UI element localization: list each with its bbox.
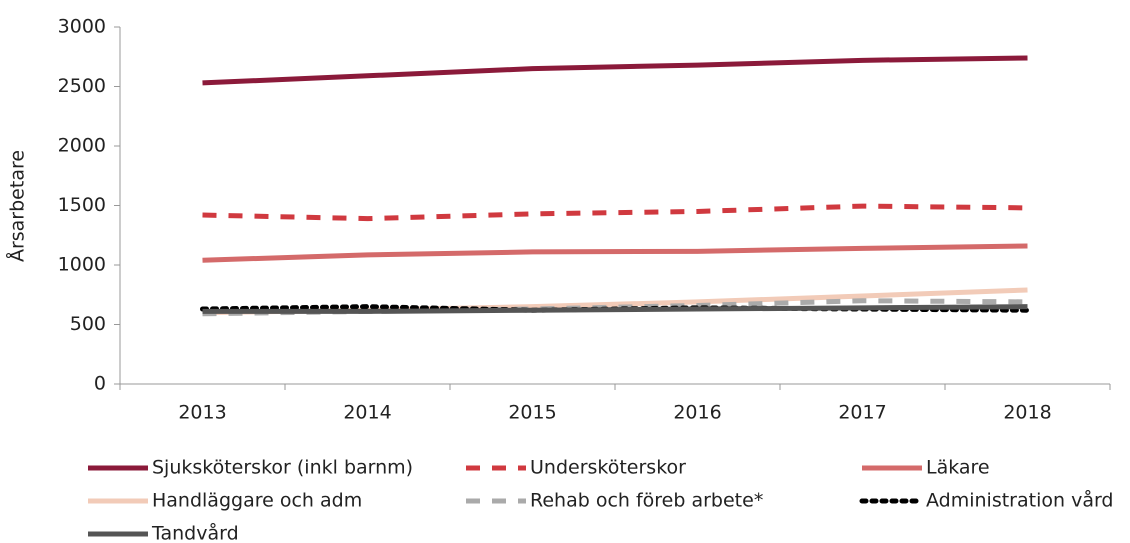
x-tick-label: 2013 xyxy=(178,402,226,424)
series-line xyxy=(202,243,1028,263)
y-tick-label: 2000 xyxy=(58,135,106,157)
y-tick-label: 1500 xyxy=(58,194,106,216)
x-tick-label: 2016 xyxy=(673,402,721,424)
y-tick-label: 0 xyxy=(94,373,106,395)
legend-label: Rehab och föreb arbete* xyxy=(530,490,763,512)
x-tick-label: 2018 xyxy=(1003,402,1051,424)
y-axis-label: Årsarbetare xyxy=(6,150,29,262)
series-line xyxy=(202,304,1028,314)
y-tick-label: 500 xyxy=(70,313,106,335)
y-tick-label: 1000 xyxy=(58,254,106,276)
x-tick-label: 2014 xyxy=(343,402,391,424)
legend-label: Handläggare och adm xyxy=(152,490,362,512)
y-tick-label: 2500 xyxy=(58,75,106,97)
series-line xyxy=(202,55,1028,86)
legend-label: Administration vård xyxy=(926,489,1114,512)
series-line xyxy=(202,203,1028,222)
x-tick-label: 2017 xyxy=(838,402,886,424)
legend-label: Sjuksköterskor (inkl barnm) xyxy=(152,457,413,479)
legend-label: Tandvård xyxy=(151,522,239,543)
legend-label: Läkare xyxy=(926,457,990,479)
x-tick-label: 2015 xyxy=(508,402,556,424)
legend-label: Undersköterskor xyxy=(530,457,686,479)
y-tick-label: 3000 xyxy=(58,16,106,38)
